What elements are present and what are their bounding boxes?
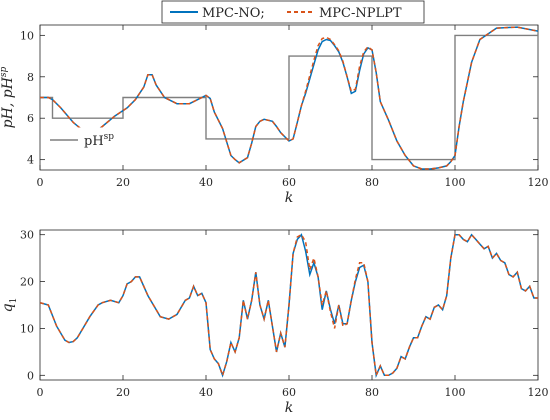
x-tick-label: 100	[445, 386, 466, 399]
x-axis-label: k	[285, 190, 293, 206]
y-tick-label: 30	[20, 229, 34, 242]
x-tick-label: 80	[365, 386, 379, 399]
setpoint-line	[40, 34, 538, 161]
x-tick-label: 40	[199, 176, 213, 189]
legend-label-mpc-nplpt: MPC-NPLPT	[319, 6, 402, 21]
series-line-mpc-nplpt	[40, 26, 538, 170]
y-axis-label: q1	[0, 298, 19, 313]
y-tick-label: 10	[20, 29, 34, 42]
x-tick-label: 40	[199, 386, 213, 399]
series-line-mpc-nplpt	[40, 233, 538, 379]
q1-plot: 0 20 40 60 80 100 120 0 10 20 30 k q1	[0, 229, 549, 416]
top-legend: MPC-NO; MPC-NPLPT	[161, 0, 425, 24]
x-tick-label: 100	[445, 176, 466, 189]
x-axis-label: k	[285, 400, 293, 416]
legend-box	[161, 0, 425, 24]
x-tick-label: 120	[528, 386, 549, 399]
x-tick-label: 0	[37, 176, 44, 189]
y-tick-label: 8	[27, 71, 34, 84]
x-tick-label: 20	[116, 386, 130, 399]
y-tick-label: 20	[20, 276, 34, 289]
ph-plot: 0 20 40 60 80 100 120 4 6 8 10 k pH, pHsp pHsp	[0, 24, 549, 206]
x-tick-label: 60	[282, 176, 296, 189]
x-tick-label: 20	[116, 176, 130, 189]
y-tick-label: 4	[27, 154, 34, 167]
legend-label-mpc-no: MPC-NO;	[202, 6, 265, 21]
x-tick-label: 60	[282, 386, 296, 399]
y-tick-label: 10	[20, 322, 34, 335]
y-tick-label: 6	[27, 112, 34, 125]
x-tick-label: 0	[37, 386, 44, 399]
x-tick-label: 120	[528, 176, 549, 189]
x-tick-label: 80	[365, 176, 379, 189]
y-tick-label: 0	[27, 369, 34, 382]
y-axis-label: pH, pHsp	[0, 66, 16, 128]
inner-legend-label: pHsp	[84, 132, 114, 149]
